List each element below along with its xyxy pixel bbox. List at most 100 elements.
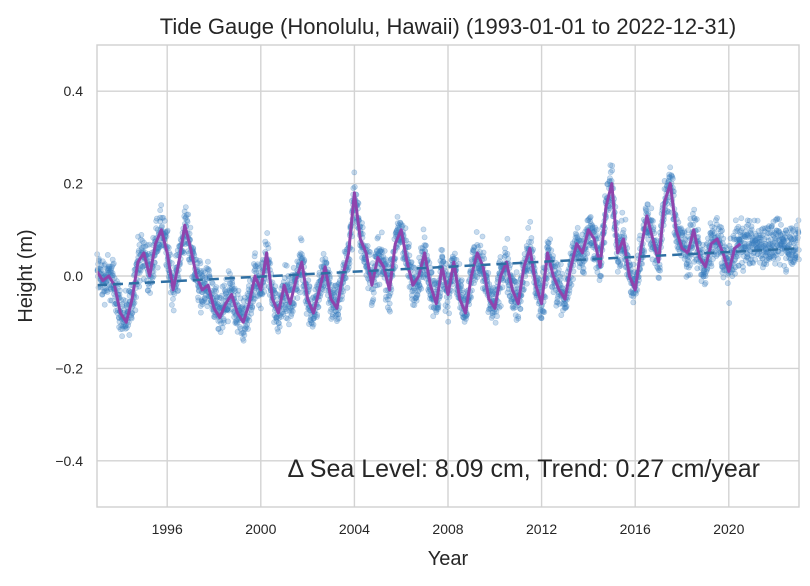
daily-point xyxy=(282,304,288,311)
daily-point xyxy=(147,290,153,296)
daily-point xyxy=(144,242,150,248)
daily-point xyxy=(97,265,104,272)
daily-point xyxy=(220,297,227,304)
daily-point xyxy=(419,245,426,252)
daily-point xyxy=(204,266,211,272)
daily-point xyxy=(294,295,301,301)
daily-point xyxy=(410,264,417,271)
daily-point xyxy=(241,294,248,301)
daily-point xyxy=(329,313,336,320)
daily-point xyxy=(201,269,208,276)
daily-point xyxy=(740,264,746,270)
daily-point xyxy=(168,301,175,308)
daily-point xyxy=(153,225,159,232)
daily-point xyxy=(359,224,366,231)
daily-point xyxy=(294,258,301,265)
daily-point xyxy=(133,294,139,301)
daily-point xyxy=(252,262,258,269)
daily-point xyxy=(157,214,163,221)
daily-point xyxy=(434,304,441,311)
daily-point xyxy=(219,324,226,331)
x-axis-label: Year xyxy=(428,548,469,570)
x-tick-label: 2016 xyxy=(620,521,651,537)
daily-point xyxy=(213,293,219,300)
daily-point xyxy=(183,211,190,218)
daily-point xyxy=(477,242,484,249)
daily-point xyxy=(397,219,404,226)
daily-point xyxy=(101,261,108,267)
daily-point xyxy=(199,298,206,305)
daily-point xyxy=(282,306,289,312)
daily-point xyxy=(238,304,245,311)
daily-point xyxy=(410,301,416,308)
daily-point xyxy=(276,314,282,321)
daily-point xyxy=(240,297,247,304)
daily-point xyxy=(250,261,257,267)
daily-point xyxy=(275,328,282,335)
daily-point xyxy=(175,287,181,294)
daily-point xyxy=(288,305,294,312)
daily-point xyxy=(383,293,389,300)
daily-point xyxy=(109,256,116,263)
daily-point xyxy=(504,250,511,257)
daily-point xyxy=(581,270,587,276)
daily-point xyxy=(273,318,280,325)
daily-point xyxy=(444,299,451,305)
daily-point xyxy=(720,235,727,242)
daily-point xyxy=(416,282,423,289)
daily-point xyxy=(421,234,428,241)
x-tick-label: 2020 xyxy=(713,521,744,537)
daily-point xyxy=(109,270,116,276)
daily-point xyxy=(314,311,321,318)
daily-point xyxy=(280,311,287,317)
daily-point xyxy=(100,288,107,295)
daily-point xyxy=(308,319,315,326)
daily-point xyxy=(434,304,440,311)
daily-point xyxy=(410,287,416,294)
daily-point xyxy=(167,289,174,296)
daily-point xyxy=(128,315,135,322)
daily-point xyxy=(480,249,487,256)
daily-point xyxy=(201,280,208,286)
daily-point xyxy=(234,328,241,335)
daily-point xyxy=(297,235,304,242)
daily-point xyxy=(201,280,207,286)
daily-point xyxy=(620,227,627,233)
daily-point xyxy=(195,297,202,304)
daily-point xyxy=(217,329,224,335)
daily-point xyxy=(746,217,753,224)
daily-point xyxy=(107,267,114,274)
daily-point xyxy=(619,209,626,216)
daily-point xyxy=(320,250,327,257)
daily-point xyxy=(153,215,160,222)
daily-point xyxy=(358,248,364,255)
daily-point xyxy=(110,261,116,268)
daily-point xyxy=(139,263,146,270)
daily-point xyxy=(205,266,212,273)
daily-point xyxy=(275,320,282,327)
daily-point xyxy=(417,245,424,251)
daily-point xyxy=(160,214,167,221)
daily-point xyxy=(555,266,562,273)
daily-point xyxy=(373,248,380,255)
daily-point xyxy=(331,289,338,296)
daily-point xyxy=(251,268,258,274)
daily-point xyxy=(237,295,244,302)
daily-point xyxy=(364,242,371,249)
daily-point xyxy=(239,305,246,312)
daily-point xyxy=(382,296,389,303)
daily-point xyxy=(158,243,164,250)
daily-point xyxy=(232,319,239,326)
daily-point xyxy=(335,311,341,318)
daily-point xyxy=(107,286,114,293)
daily-point xyxy=(202,295,208,302)
daily-point xyxy=(139,244,145,251)
daily-point xyxy=(724,280,731,287)
daily-point xyxy=(305,277,312,284)
daily-point xyxy=(274,325,281,332)
daily-point xyxy=(557,261,564,268)
daily-point xyxy=(239,330,246,336)
daily-point xyxy=(307,316,314,323)
daily-point xyxy=(333,282,339,289)
daily-point xyxy=(149,274,156,281)
